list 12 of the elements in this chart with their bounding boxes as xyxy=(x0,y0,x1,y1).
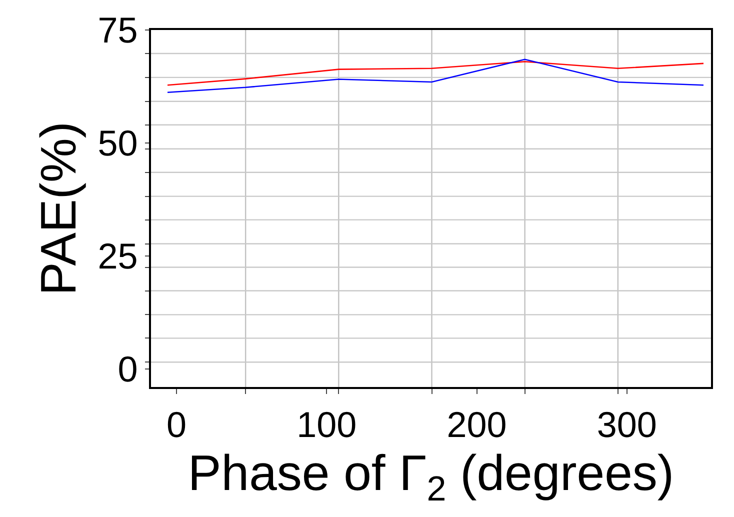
y-tick-label: 75 xyxy=(98,10,138,51)
x-tick-label: 100 xyxy=(296,404,357,446)
y-tick-label: 25 xyxy=(98,236,138,277)
y-tick-label: 0 xyxy=(118,348,138,390)
x-tick-label: 0 xyxy=(166,404,187,446)
x-tick-label: 300 xyxy=(596,404,657,446)
y-tick-label: 50 xyxy=(98,122,138,164)
line-series xyxy=(166,58,704,94)
x-axis-title: Phase of Γ$_{2}$ (degrees) xyxy=(188,445,674,509)
line-series xyxy=(166,60,704,86)
x-tick-label: 200 xyxy=(446,404,507,446)
y-axis-title: PAE(%) xyxy=(30,121,86,296)
